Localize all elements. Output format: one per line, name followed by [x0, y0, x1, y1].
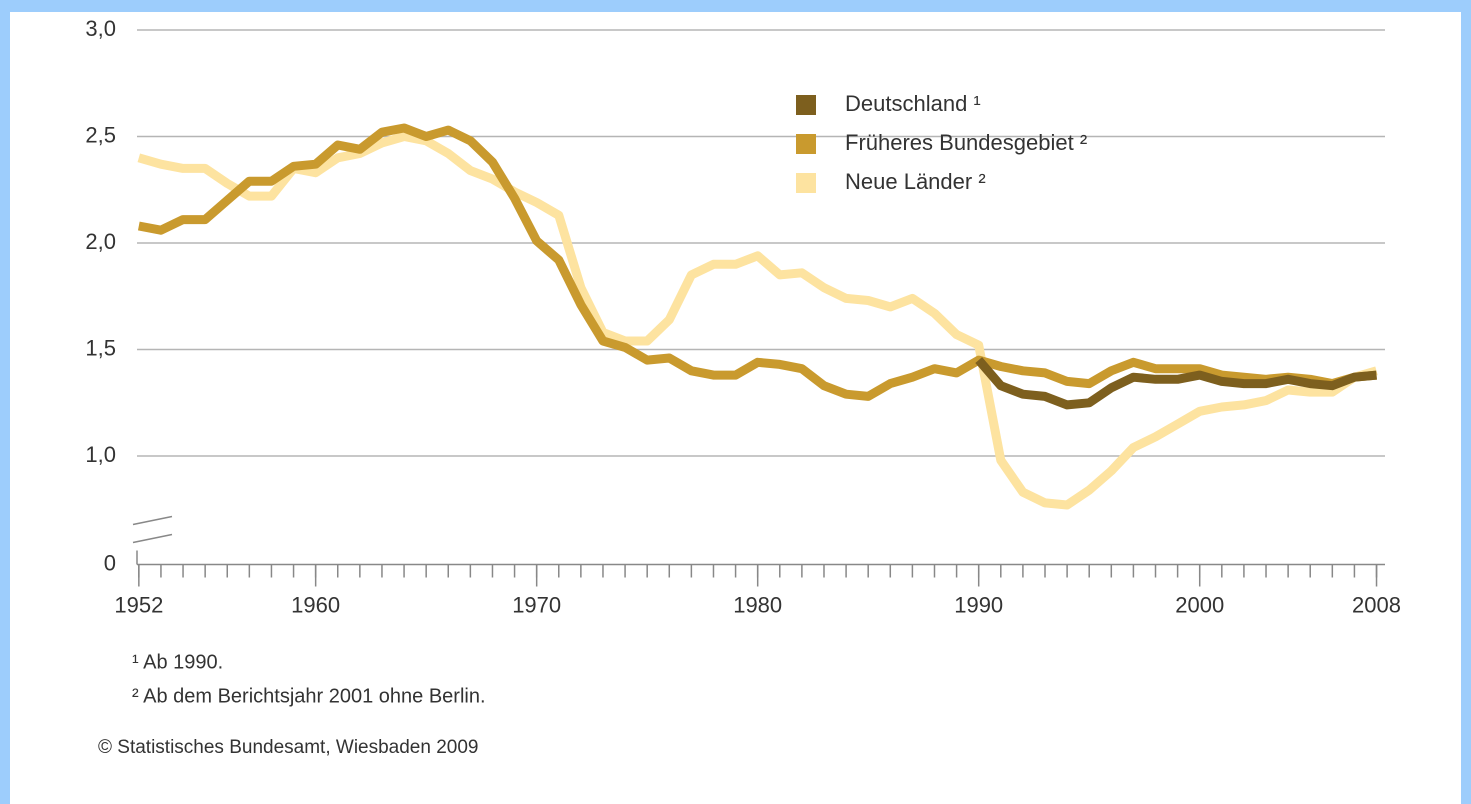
series-line	[975, 357, 1377, 410]
legend-swatch	[796, 173, 816, 193]
legend-label: Neue Länder ²	[845, 169, 986, 194]
x-tick-label: 1970	[512, 592, 561, 617]
legend-label: Früheres Bundesgebiet ²	[845, 130, 1087, 155]
x-tick-label: 1990	[954, 592, 1003, 617]
footnote: ¹ Ab 1990.	[132, 651, 223, 673]
source: © Statistisches Bundesamt, Wiesbaden 200…	[98, 737, 478, 758]
y-tick-label: 1,5	[85, 335, 116, 360]
y-tick-label: 1,0	[85, 442, 116, 467]
series-line	[137, 132, 1378, 510]
x-tick-label: 2000	[1175, 592, 1224, 617]
x-tick-label: 1960	[291, 592, 340, 617]
axis-break	[132, 515, 173, 544]
y-tick-label: 3,0	[85, 16, 116, 41]
x-tick-label: 1980	[733, 592, 782, 617]
y-tick-label: 2,0	[85, 229, 116, 254]
x-tick-label: 1952	[114, 592, 163, 617]
footnote: ² Ab dem Berichtsjahr 2001 ohne Berlin.	[132, 685, 486, 707]
y-tick-label: 2,5	[85, 122, 116, 147]
legend-label: Deutschland ¹	[845, 91, 981, 116]
x-tick-label: 2008	[1352, 592, 1401, 617]
legend-swatch	[796, 134, 816, 154]
legend-swatch	[796, 95, 816, 115]
y-tick-label: 0	[104, 550, 116, 575]
series-line	[137, 123, 1377, 401]
